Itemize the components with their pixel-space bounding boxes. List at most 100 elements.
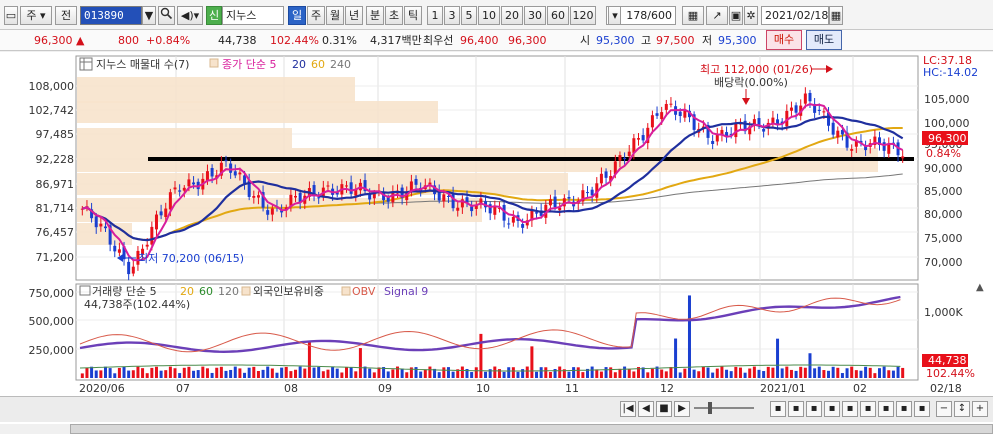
tool-icon[interactable]: ▪ bbox=[806, 401, 822, 417]
interval-3[interactable]: 3 bbox=[444, 6, 460, 25]
tool-icon[interactable]: ▪ bbox=[896, 401, 912, 417]
volume-bar bbox=[460, 366, 464, 378]
vol-y-tick-left: 250,000 bbox=[29, 344, 75, 357]
candle-body bbox=[813, 103, 817, 113]
period-year[interactable]: 년 bbox=[345, 6, 363, 25]
calendar-icon[interactable]: ▦ bbox=[829, 6, 843, 25]
legend-volume: 거래량 단순 5 bbox=[92, 285, 157, 298]
legend-foreign: 외국인보유비중 bbox=[253, 285, 324, 298]
volume-bar bbox=[516, 371, 520, 378]
count-value[interactable]: 178 bbox=[626, 9, 648, 22]
scroll-first-icon[interactable]: |◀ bbox=[620, 401, 636, 417]
type-select[interactable]: 주 ▾ bbox=[20, 6, 52, 25]
candle-body bbox=[548, 199, 552, 206]
count-field[interactable]: 178/600 bbox=[620, 6, 676, 25]
interval-10[interactable]: 10 bbox=[478, 6, 500, 25]
grid-icon[interactable]: ▦ bbox=[682, 6, 704, 25]
volume-bar bbox=[289, 371, 293, 378]
lock-icon[interactable]: ▭ bbox=[4, 6, 18, 25]
interval-30[interactable]: 30 bbox=[524, 6, 546, 25]
volume-bar bbox=[433, 368, 437, 378]
interval-1[interactable]: 1 bbox=[427, 6, 443, 25]
interval-60[interactable]: 60 bbox=[547, 6, 569, 25]
chart-area[interactable]: 지누스 매물대 수(7) 종가 단순 5 20 60 240 108,000 1… bbox=[0, 52, 993, 424]
save-icon[interactable]: ▣ bbox=[729, 6, 743, 25]
candle-body bbox=[335, 192, 339, 195]
interval-120[interactable]: 120 bbox=[570, 6, 596, 25]
candle-body bbox=[326, 185, 330, 187]
candle-body bbox=[256, 195, 260, 198]
volume-bar bbox=[456, 369, 460, 378]
volume-bar bbox=[827, 370, 831, 378]
scroll-prev-icon[interactable]: ◀ bbox=[638, 401, 654, 417]
stock-code-input[interactable]: 013890 bbox=[80, 6, 142, 25]
scroll-next-icon[interactable]: ▶ bbox=[674, 401, 690, 417]
zoom-reset-icon[interactable]: ↕ bbox=[954, 401, 970, 417]
candle-body bbox=[827, 112, 831, 126]
tool-icon[interactable]: ▪ bbox=[878, 401, 894, 417]
gear-icon[interactable]: ✲ bbox=[744, 6, 758, 25]
volume-bar bbox=[117, 367, 121, 378]
stop-icon[interactable]: ■ bbox=[656, 401, 672, 417]
tool-icon[interactable]: ▪ bbox=[824, 401, 840, 417]
candle-body bbox=[103, 226, 107, 229]
volume-bar bbox=[748, 368, 752, 378]
obv-line bbox=[79, 295, 901, 354]
sell-button[interactable]: 매도 bbox=[806, 30, 842, 50]
period-day[interactable]: 일 bbox=[288, 6, 306, 25]
horizontal-scrollbar[interactable] bbox=[70, 424, 993, 434]
candle-body bbox=[599, 173, 603, 184]
zoom-slider[interactable] bbox=[694, 407, 754, 409]
candle-body bbox=[581, 190, 585, 202]
high-price: 97,500 bbox=[656, 34, 695, 47]
buy-button[interactable]: 매수 bbox=[766, 30, 802, 50]
candle-body bbox=[618, 155, 622, 161]
volume-bar bbox=[340, 372, 344, 378]
volume-bar bbox=[307, 342, 311, 378]
interval-5[interactable]: 5 bbox=[461, 6, 477, 25]
period-tick[interactable]: 틱 bbox=[404, 6, 422, 25]
period-week[interactable]: 주 bbox=[307, 6, 325, 25]
date-input[interactable]: 2021/02/18 bbox=[761, 6, 829, 25]
x-tick-right: 02/18 bbox=[930, 382, 962, 395]
candle-body bbox=[298, 192, 302, 203]
tool-icon[interactable]: ▪ bbox=[860, 401, 876, 417]
volume-bar bbox=[609, 367, 613, 378]
tool-icon[interactable]: ▪ bbox=[788, 401, 804, 417]
drawing-tool-icon[interactable]: ↗ bbox=[706, 6, 728, 25]
zoom-out-icon[interactable]: − bbox=[936, 401, 952, 417]
search-icon[interactable] bbox=[158, 6, 175, 25]
interval-20[interactable]: 20 bbox=[501, 6, 523, 25]
tool-icon[interactable]: ▪ bbox=[914, 401, 930, 417]
candle-body bbox=[470, 206, 474, 212]
legend-swatch-icon bbox=[341, 286, 351, 296]
tool-icon[interactable]: ▪ bbox=[770, 401, 786, 417]
candle-body bbox=[391, 191, 395, 203]
volume-bar bbox=[108, 368, 112, 378]
period-second[interactable]: 초 bbox=[385, 6, 403, 25]
zoom-in-icon[interactable]: + bbox=[972, 401, 988, 417]
candle-body bbox=[446, 195, 450, 197]
candle-body bbox=[780, 121, 784, 124]
volume-bar bbox=[891, 370, 895, 378]
tool-icon[interactable]: ▪ bbox=[842, 401, 858, 417]
price-volume-chart[interactable]: 지누스 매물대 수(7) 종가 단순 5 20 60 240 108,000 1… bbox=[0, 52, 993, 396]
candle-body bbox=[238, 172, 242, 175]
prev-button[interactable]: 전 bbox=[55, 6, 77, 25]
speaker-icon[interactable]: ◀)▾ bbox=[177, 6, 203, 25]
volume-bar bbox=[692, 369, 696, 378]
candle-body bbox=[382, 193, 386, 201]
candle-body bbox=[497, 207, 501, 209]
candle-body bbox=[280, 210, 284, 213]
volume-bar bbox=[354, 371, 358, 378]
period-minute[interactable]: 분 bbox=[366, 6, 384, 25]
volume-bar bbox=[562, 369, 566, 378]
candle-body bbox=[437, 191, 441, 201]
volume-table-icon bbox=[79, 285, 91, 296]
zoom-slider-handle[interactable] bbox=[708, 402, 712, 414]
x-tick: 08 bbox=[284, 382, 298, 395]
legend-obv: OBV bbox=[352, 285, 376, 298]
candle-body bbox=[94, 216, 98, 228]
code-dropdown-button[interactable]: ▼ bbox=[142, 6, 156, 25]
period-month[interactable]: 월 bbox=[326, 6, 344, 25]
